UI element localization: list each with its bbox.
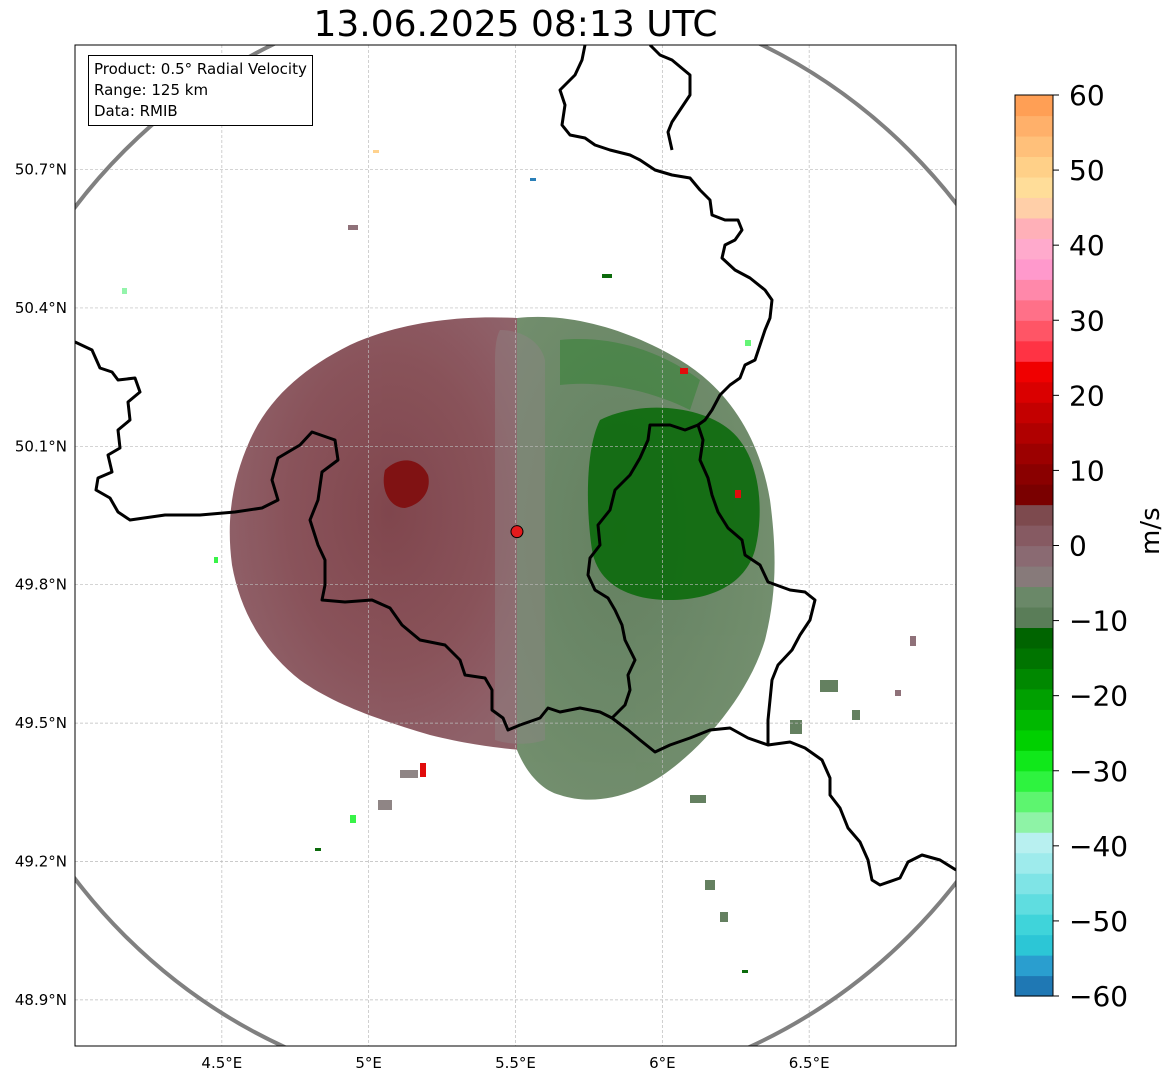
- colorbar-tick-label: −30: [1069, 755, 1128, 788]
- colorbar-segment: [1015, 115, 1053, 137]
- colorbar-segment: [1015, 504, 1053, 526]
- colorbar-segment: [1015, 422, 1053, 444]
- velocity-echo-layer: [122, 150, 916, 973]
- colorbar-segment: [1015, 873, 1053, 895]
- plot-area: [75, 45, 956, 1046]
- colorbar-tick-label: 40: [1069, 229, 1105, 262]
- colorbar-segment: [1015, 135, 1053, 158]
- colorbar-segment: [1015, 934, 1053, 956]
- border-be-lu-de: [611, 716, 956, 887]
- colorbar-segment: [1015, 258, 1053, 280]
- colorbar-segment: [1015, 832, 1053, 854]
- country-borders: [75, 45, 956, 887]
- colorbar-tick-label: −60: [1069, 980, 1128, 1013]
- border-be-fr: [75, 340, 613, 732]
- colorbar-segment: [1015, 484, 1053, 506]
- border-nl-tail: [648, 45, 692, 151]
- colorbar-segment: [1015, 463, 1053, 485]
- colorbar-tick-label: 0: [1069, 530, 1087, 563]
- colorbar-segment: [1015, 95, 1053, 117]
- colorbar-tick-labels: 60 50 40 30 20 10 0 −10 −20 −30 −40 −50 −60: [1053, 79, 1128, 1013]
- latitude-tick-label: 50.4°N: [15, 299, 67, 317]
- colorbar-segment: [1015, 791, 1053, 813]
- colorbar-segment: [1015, 770, 1053, 792]
- longitude-tick-label: 5.5°E: [495, 1054, 536, 1072]
- colorbar-segment: [1015, 525, 1053, 547]
- product-label: Product: 0.5° Radial Velocity: [94, 60, 307, 78]
- colorbar-tick-label: 20: [1069, 379, 1105, 412]
- colorbar-segment: [1015, 545, 1053, 567]
- colorbar-tick-label: −50: [1069, 905, 1128, 938]
- colorbar-segment: [1015, 852, 1053, 874]
- colorbar-tick-label: −40: [1069, 830, 1128, 863]
- colorbar-segment: [1015, 156, 1053, 178]
- colorbar-tick-label: −20: [1069, 680, 1128, 713]
- colorbar-segment: [1015, 402, 1053, 424]
- strong-inbound-core: [383, 460, 429, 508]
- plot-frame: [74, 44, 957, 1047]
- range-label: Range: 125 km: [94, 81, 209, 99]
- colorbar-segment: [1015, 299, 1053, 321]
- latitude-tick-label: 49.2°N: [15, 852, 67, 870]
- latitude-tick-label: 48.9°N: [15, 991, 67, 1009]
- colorbar-segment: [1015, 217, 1053, 239]
- latitude-tick-label: 50.7°N: [15, 161, 67, 179]
- longitude-tick-label: 5°E: [355, 1054, 382, 1072]
- product-info-box: Product: 0.5° Radial Velocity Range: 125…: [88, 55, 313, 126]
- data-source-label: Data: RMIB: [94, 102, 178, 120]
- colorbar-segment: [1015, 647, 1053, 669]
- colorbar-segment: [1015, 709, 1053, 731]
- colorbar-tick-label: 60: [1069, 79, 1105, 112]
- colorbar-unit-label: m/s: [1136, 507, 1166, 555]
- colorbar-segment: [1015, 627, 1053, 649]
- colorbar-segment: [1015, 565, 1053, 588]
- colorbar-tick-label: 10: [1069, 454, 1105, 487]
- lat-lon-grid: [75, 45, 956, 1046]
- border-lu: [586, 423, 817, 745]
- colorbar-segment: [1015, 176, 1053, 198]
- longitude-tick-labels: 4.5°E 5°E 5.5°E 6°E 6.5°E: [201, 1054, 829, 1072]
- latitude-tick-label: 49.5°N: [15, 714, 67, 732]
- scattered-echo-pixels: [122, 150, 916, 973]
- colorbar-segment: [1015, 340, 1053, 362]
- colorbar-segment: [1015, 443, 1053, 465]
- colorbar-segment: [1015, 361, 1053, 383]
- colorbar-segment: [1015, 238, 1053, 260]
- colorbar-segment: [1015, 893, 1053, 915]
- velocity-colorbar: [1014, 94, 1054, 997]
- colorbar-tick-label: 30: [1069, 304, 1105, 337]
- latitude-tick-label: 50.1°N: [15, 437, 67, 455]
- mid-outbound-band: [560, 339, 700, 410]
- map-title: 13.06.2025 08:13 UTC: [313, 4, 718, 45]
- colorbar-segment: [1015, 320, 1053, 342]
- colorbar-segment: [1015, 197, 1053, 219]
- strong-outbound-core: [587, 407, 760, 600]
- colorbar-tick-label: −10: [1069, 605, 1128, 638]
- radar-site-marker: [510, 525, 524, 539]
- longitude-tick-label: 6.5°E: [789, 1054, 830, 1072]
- colorbar-segment: [1015, 381, 1053, 403]
- colorbar-segment: [1015, 279, 1053, 301]
- inbound-echo-region: [229, 317, 520, 750]
- colorbar-segment: [1015, 688, 1053, 710]
- longitude-tick-label: 4.5°E: [201, 1054, 242, 1072]
- colorbar-segment: [1015, 729, 1053, 751]
- colorbar-segment: [1015, 914, 1053, 936]
- colorbar-segment: [1015, 606, 1053, 629]
- colorbar-segment: [1015, 668, 1053, 690]
- colorbar-segment: [1015, 975, 1053, 997]
- border-de-be-north: [558, 45, 774, 427]
- latitude-tick-labels: 48.9°N 49.2°N 49.5°N 49.8°N 50.1°N 50.4°N 50.7…: [15, 161, 67, 1009]
- latitude-tick-label: 49.8°N: [15, 576, 67, 594]
- colorbar-segment: [1015, 586, 1053, 608]
- colorbar-segment: [1015, 955, 1053, 977]
- colorbar-segment: [1015, 811, 1053, 833]
- colorbar-tick-label: 50: [1069, 154, 1105, 187]
- colorbar-segment: [1015, 750, 1053, 772]
- longitude-tick-label: 6°E: [649, 1054, 676, 1072]
